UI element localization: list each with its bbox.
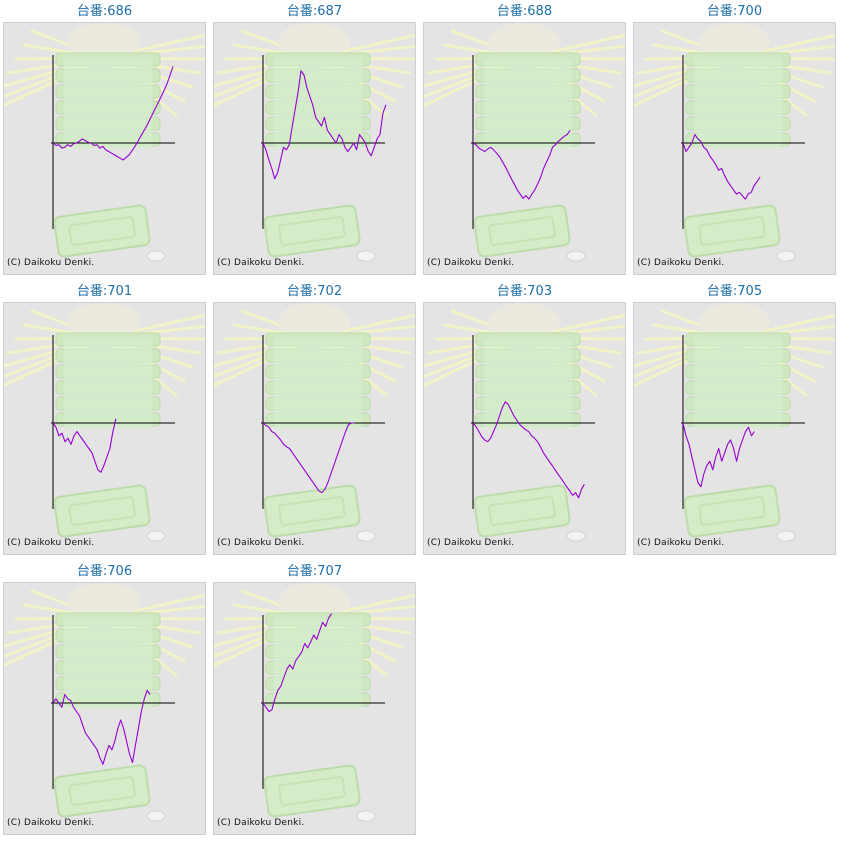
machine-chart-688[interactable]: 台番:688 (C) Daikoku Denki.: [423, 0, 626, 275]
background-illustration: [424, 303, 625, 542]
series-line: [472, 401, 585, 499]
series-line: [682, 133, 761, 200]
machine-chart-703[interactable]: 台番:703 (C) Daikoku Denki.: [423, 280, 626, 555]
chart-svg: [4, 583, 205, 822]
chart-title: 台番:702: [286, 284, 343, 299]
copyright-text: (C) Daikoku Denki.: [637, 538, 725, 548]
chart-title: 台番:687: [286, 4, 343, 19]
copyright-text: (C) Daikoku Denki.: [7, 818, 95, 828]
chart-title: 台番:688: [496, 4, 553, 19]
chart-panel: (C) Daikoku Denki.: [633, 302, 836, 555]
machine-chart-701[interactable]: 台番:701 (C) Daikoku Denki.: [3, 280, 206, 555]
chart-title: 台番:686: [76, 4, 133, 19]
background-illustration: [424, 23, 625, 262]
copyright-text: (C) Daikoku Denki.: [217, 538, 305, 548]
chart-panel: (C) Daikoku Denki.: [3, 302, 206, 555]
machine-chart-705[interactable]: 台番:705 (C) Daikoku Denki.: [633, 280, 836, 555]
machine-chart-702[interactable]: 台番:702 (C) Daikoku Denki.: [213, 280, 416, 555]
background-illustration: [4, 303, 205, 542]
chart-panel: (C) Daikoku Denki.: [213, 302, 416, 555]
chart-panel: (C) Daikoku Denki.: [633, 22, 836, 275]
background-illustration: [634, 23, 835, 262]
chart-title: 台番:705: [706, 284, 763, 299]
chart-svg: [4, 23, 205, 262]
series-line: [262, 70, 387, 180]
chart-title: 台番:703: [496, 284, 553, 299]
copyright-text: (C) Daikoku Denki.: [637, 258, 725, 268]
machine-chart-707[interactable]: 台番:707 (C) Daikoku Denki.: [213, 560, 416, 835]
chart-title: 台番:707: [286, 564, 343, 579]
chart-panel: (C) Daikoku Denki.: [423, 302, 626, 555]
series-line: [262, 613, 333, 713]
series-line: [682, 422, 755, 488]
chart-panel: (C) Daikoku Denki.: [213, 582, 416, 835]
chart-panel: (C) Daikoku Denki.: [423, 22, 626, 275]
chart-title: 台番:706: [76, 564, 133, 579]
background-illustration: [214, 303, 415, 542]
chart-svg: [634, 303, 835, 542]
copyright-text: (C) Daikoku Denki.: [7, 258, 95, 268]
chart-panel: (C) Daikoku Denki.: [213, 22, 416, 275]
machine-chart-700[interactable]: 台番:700 (C) Daikoku Denki.: [633, 0, 836, 275]
chart-title: 台番:700: [706, 4, 763, 19]
background-illustration: [214, 23, 415, 262]
background-illustration: [634, 303, 835, 542]
machine-chart-706[interactable]: 台番:706 (C) Daikoku Denki.: [3, 560, 206, 835]
copyright-text: (C) Daikoku Denki.: [217, 818, 305, 828]
chart-title: 台番:701: [76, 284, 133, 299]
copyright-text: (C) Daikoku Denki.: [427, 538, 515, 548]
background-illustration: [4, 583, 205, 822]
chart-svg: [4, 303, 205, 542]
series-line: [52, 418, 117, 473]
copyright-text: (C) Daikoku Denki.: [7, 538, 95, 548]
series-line: [52, 689, 151, 765]
chart-panel: (C) Daikoku Denki.: [3, 22, 206, 275]
machine-chart-687[interactable]: 台番:687 (C) Daikoku Denki.: [213, 0, 416, 275]
chart-svg: [214, 583, 415, 822]
copyright-text: (C) Daikoku Denki.: [217, 258, 305, 268]
series-line: [472, 129, 571, 200]
background-illustration: [4, 23, 205, 262]
machine-chart-686[interactable]: 台番:686 (C) Daikoku Denki.: [3, 0, 206, 275]
chart-svg: [424, 23, 625, 262]
series-line: [52, 66, 174, 161]
series-line: [262, 422, 355, 494]
chart-svg: [634, 23, 835, 262]
copyright-text: (C) Daikoku Denki.: [427, 258, 515, 268]
chart-svg: [214, 23, 415, 262]
background-illustration: [214, 583, 415, 822]
chart-svg: [424, 303, 625, 542]
chart-svg: [214, 303, 415, 542]
chart-panel: (C) Daikoku Denki.: [3, 582, 206, 835]
